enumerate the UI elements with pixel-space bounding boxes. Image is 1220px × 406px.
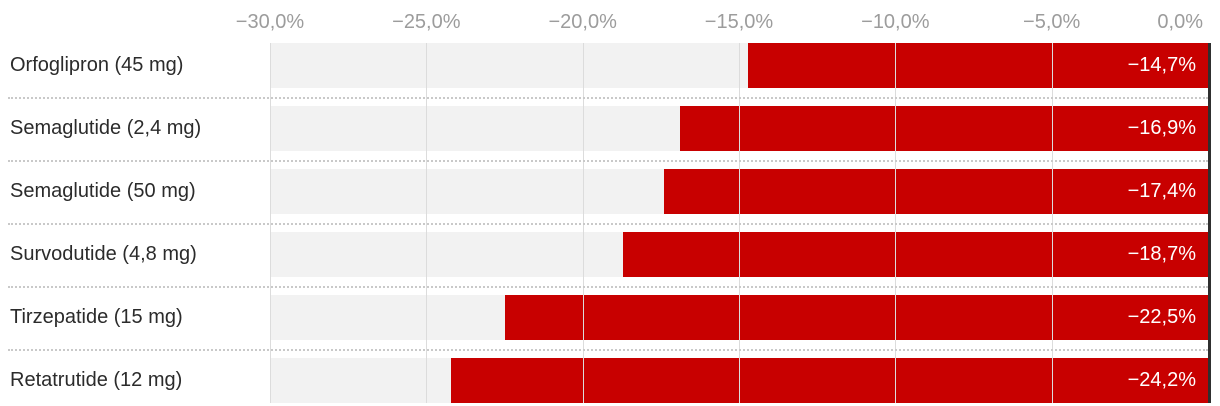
bar: −17,4% (663, 169, 1208, 214)
category-label: Semaglutide (2,4 mg) (10, 117, 202, 139)
zero-axis-line (1208, 43, 1211, 403)
row-separator (8, 286, 1208, 288)
x-tick-label: −20,0% (548, 11, 617, 33)
bar-value-label: −17,4% (1127, 180, 1196, 202)
x-tick-label: −30,0% (235, 11, 305, 33)
x-tick-label: 0,0% (1157, 11, 1203, 33)
bar-value-label: −18,7% (1127, 243, 1196, 265)
category-label: Survodutide (4,8 mg) (10, 243, 197, 265)
category-label: Orfoglipron (45 mg) (10, 54, 184, 76)
bar-value-label: −22,5% (1127, 306, 1196, 328)
row-separator (8, 349, 1208, 351)
plot-area: −14,7% −16,9% −17,4% −18,7% −22,5% −24,2… (270, 43, 1211, 406)
bar: −16,9% (679, 106, 1208, 151)
bar: −22,5% (504, 295, 1208, 340)
bar: −14,7% (748, 43, 1208, 88)
category-label: Tirzepatide (15 mg) (10, 306, 183, 328)
row-separator (8, 97, 1208, 99)
x-tick-label: −25,0% (392, 11, 461, 33)
row-separator (8, 160, 1208, 162)
bar-value-label: −16,9% (1127, 117, 1196, 139)
bar: −18,7% (623, 232, 1208, 277)
row-separator (8, 223, 1208, 225)
category-label: Retatrutide (12 mg) (10, 369, 183, 391)
x-tick-label: −5,0% (1023, 11, 1081, 33)
x-tick-label: −15,0% (704, 11, 774, 33)
category-label: Semaglutide (50 mg) (10, 180, 196, 202)
bar-value-label: −14,7% (1127, 54, 1196, 76)
x-axis: −30,0% −25,0% −20,0% −15,0% −10,0% −5,0% 0,0% (0, 0, 1220, 43)
bar: −24,2% (451, 358, 1208, 403)
bar-value-label: −24,2% (1127, 369, 1196, 391)
x-tick-label: −10,0% (861, 11, 930, 33)
